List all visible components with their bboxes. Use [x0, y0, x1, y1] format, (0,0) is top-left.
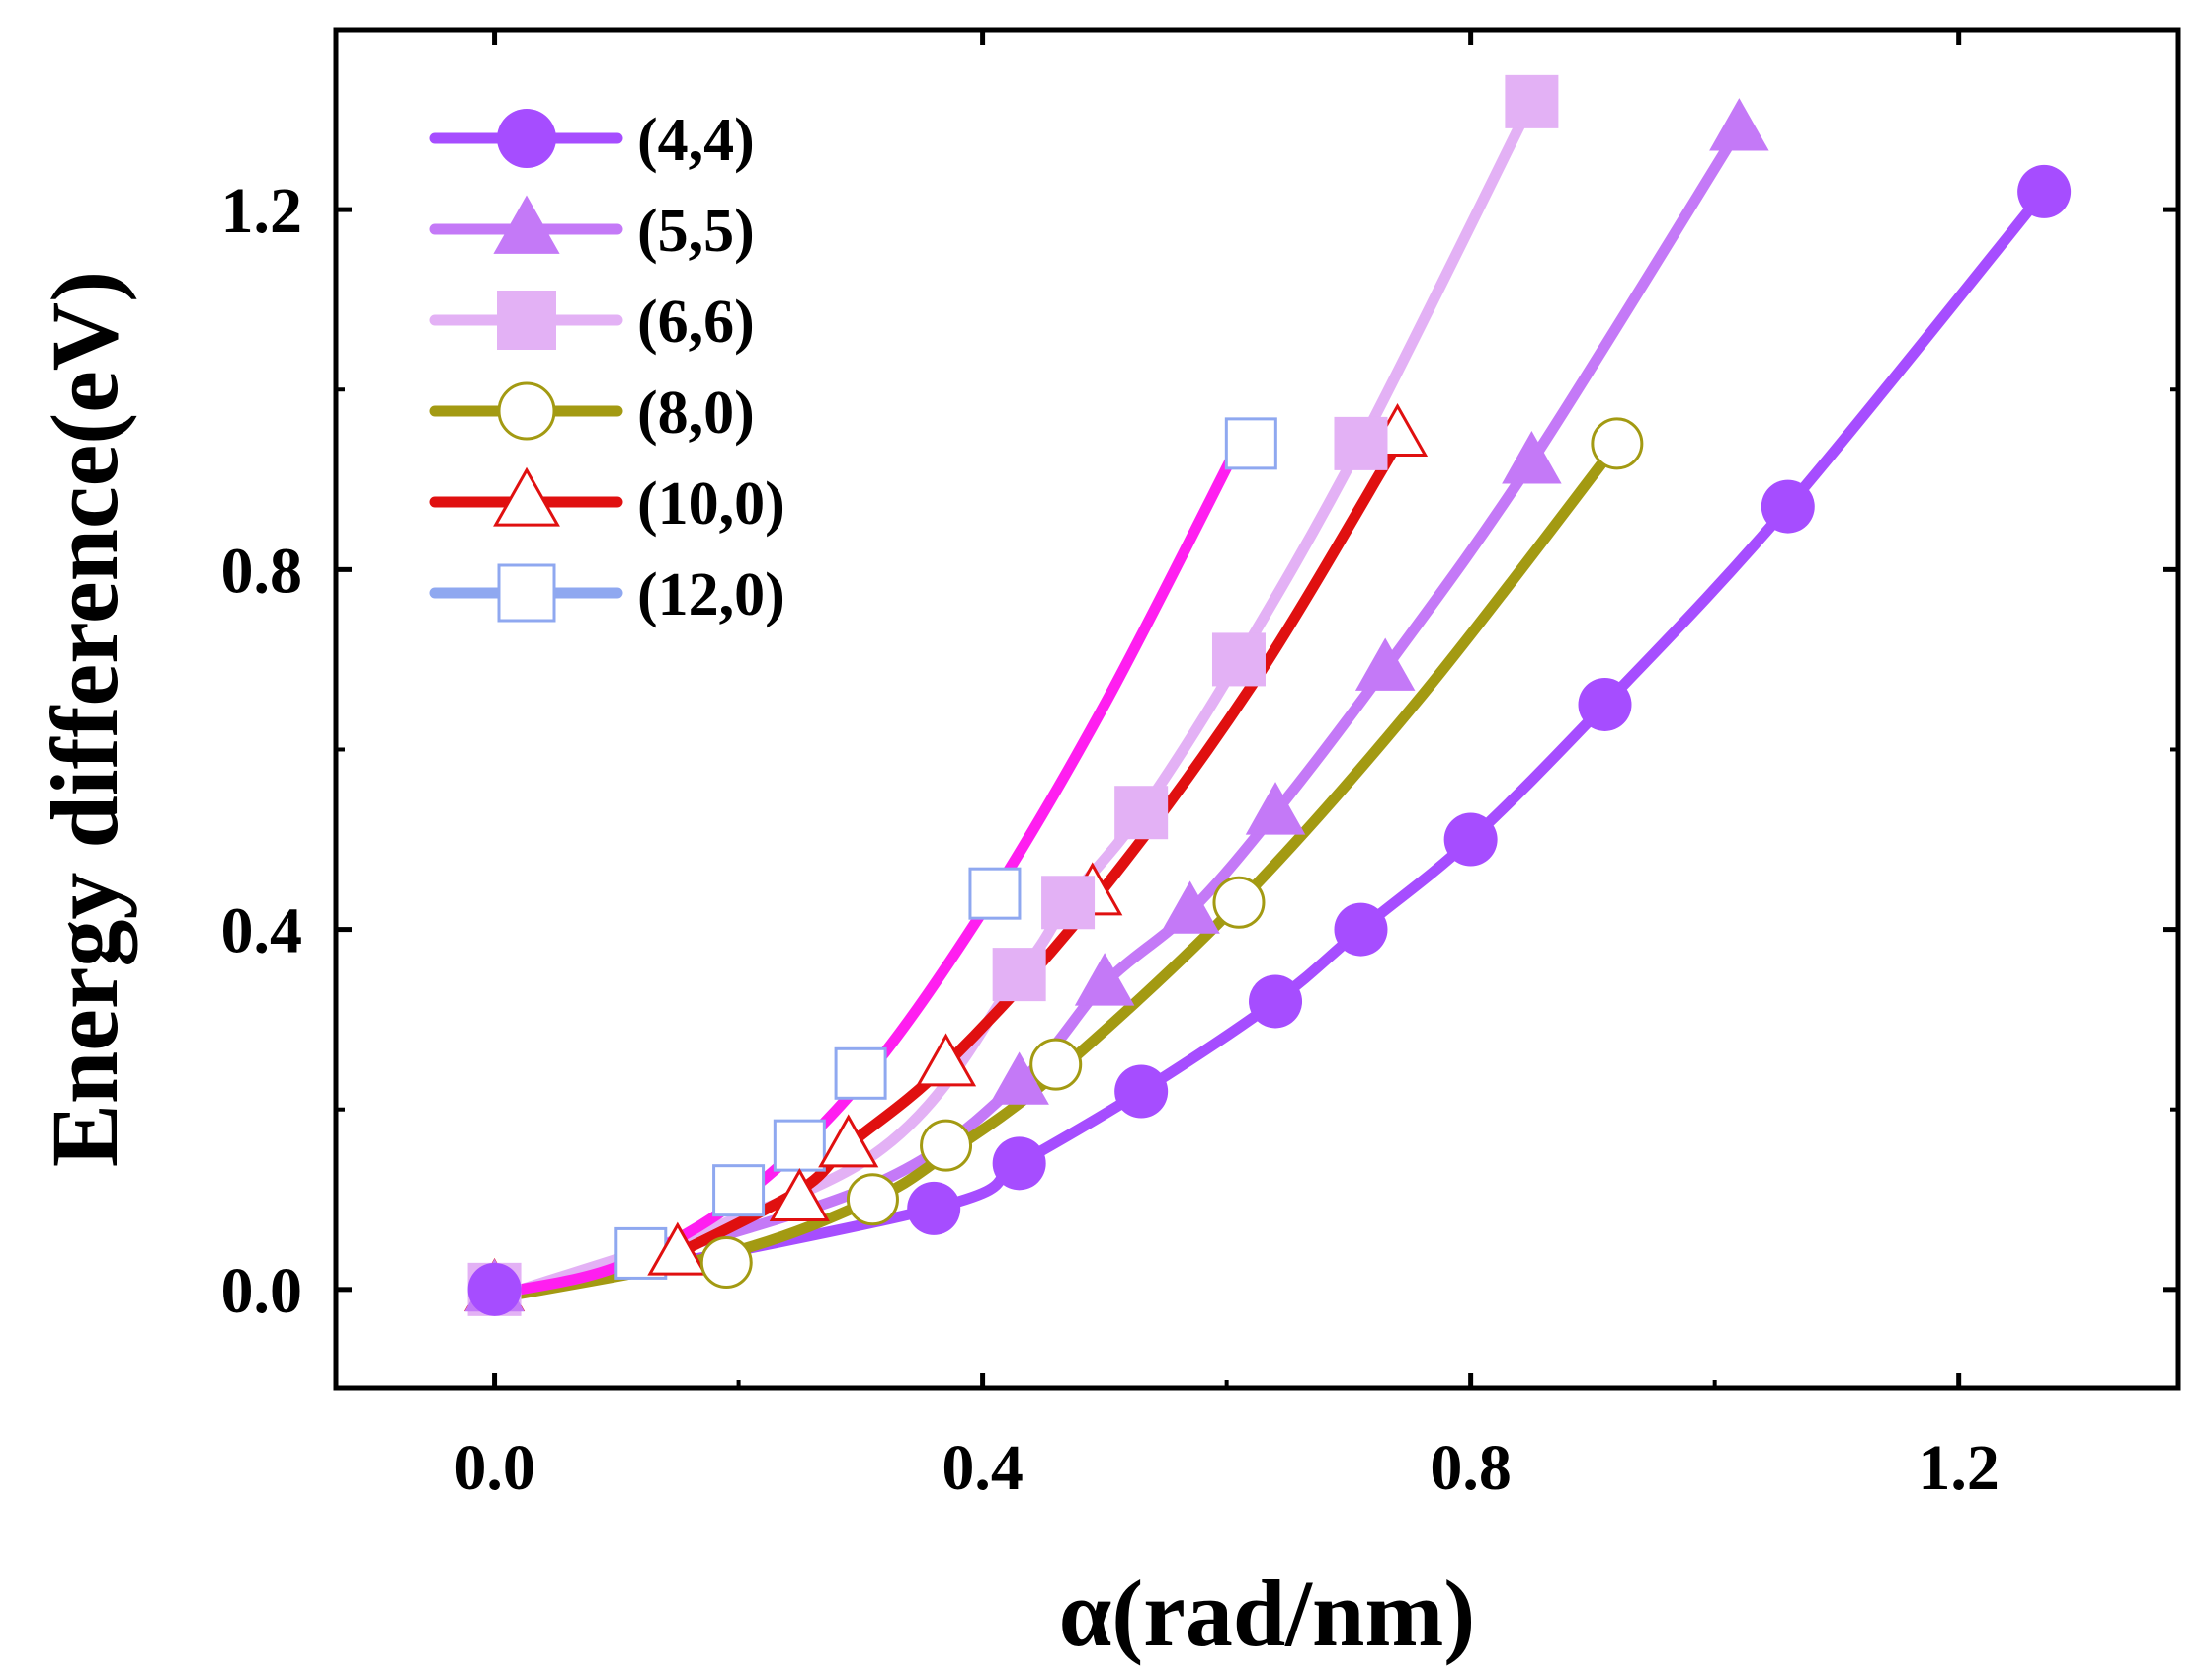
series-0-point-8 [1761, 479, 1815, 534]
series-4-point-1 [647, 1221, 708, 1276]
y-tick-label-2: 0.8 [221, 535, 303, 607]
series-2-point-1 [992, 948, 1046, 1002]
series-0-line [489, 186, 2050, 1304]
series-2-point-3 [1114, 786, 1169, 840]
series-4-point-4 [915, 1033, 977, 1087]
series-1-point-5 [1354, 637, 1416, 691]
series-0-point-7 [1578, 677, 1632, 731]
series-4-point-3 [818, 1114, 879, 1168]
series-3-point-2 [846, 1173, 899, 1226]
series-5-point-5 [968, 867, 1022, 920]
series-3-point-4 [1029, 1038, 1083, 1091]
x-axis-title: α(rad/nm) [1059, 1560, 1476, 1666]
series-0-point-0 [467, 1262, 522, 1316]
series-2-point-5 [1334, 416, 1388, 470]
series-1-point-7 [1709, 98, 1769, 151]
legend: (4,4) (5,5) (6,6) (8,0) (10,0) (12,0) [429, 107, 785, 628]
series-0-point-6 [1443, 812, 1498, 867]
axes: 0.0 0.4 0.8 1.2 0.0 0.4 0.8 1.2 [221, 27, 2181, 1504]
series-2-line [489, 96, 1537, 1304]
series-0-point-2 [992, 1136, 1046, 1191]
series-4-point-2 [769, 1167, 830, 1221]
series-3-point-5 [1212, 876, 1266, 929]
data-markers [463, 74, 2072, 1316]
x-tick-label-3: 1.2 [1918, 1432, 2000, 1504]
legend-marker-4 [493, 466, 560, 527]
legend-marker-2 [497, 291, 556, 350]
legend-marker-3 [497, 381, 556, 441]
series-3-point-3 [920, 1119, 973, 1172]
series-3-point-1 [699, 1236, 753, 1290]
series-3-point-6 [1591, 417, 1644, 470]
legend-marker-0 [497, 109, 556, 168]
series-1-point-1 [989, 1051, 1049, 1105]
fit-lines [489, 96, 2050, 1304]
legend-label-1: (5,5) [637, 198, 755, 265]
series-0-point-4 [1249, 974, 1303, 1029]
series-0-point-5 [1334, 902, 1388, 957]
legend-marker-5 [497, 563, 556, 623]
x-tick-label-0: 0.0 [453, 1432, 535, 1504]
series-0-point-3 [1114, 1064, 1169, 1119]
y-axis-title: Energy difference(eV) [32, 271, 137, 1167]
plot-frame [333, 27, 2181, 1391]
series-5-point-2 [712, 1164, 766, 1217]
legend-label-4: (10,0) [637, 470, 785, 538]
series-1-point-6 [1502, 431, 1562, 484]
series-5-point-6 [1224, 417, 1277, 470]
series-5-point-4 [834, 1046, 887, 1100]
series-1-point-3 [1160, 880, 1220, 934]
series-1-point-2 [1074, 953, 1135, 1006]
legend-label-3: (8,0) [637, 379, 755, 447]
series-2-point-4 [1211, 632, 1266, 687]
x-tick-label-1: 0.4 [942, 1432, 1024, 1504]
series-0-point-9 [2017, 164, 2072, 218]
legend-label-5: (12,0) [637, 561, 785, 628]
y-tick-label-3: 1.2 [221, 175, 303, 247]
legend-label-2: (6,6) [637, 289, 755, 356]
series-0-point-1 [907, 1181, 961, 1235]
series-5-point-3 [773, 1119, 826, 1172]
y-tick-label-0: 0.0 [221, 1255, 303, 1327]
series-2-point-6 [1505, 74, 1559, 128]
x-tick-label-2: 0.8 [1430, 1432, 1512, 1504]
series-2-point-2 [1041, 876, 1096, 930]
legend-marker-1 [493, 195, 560, 254]
legend-label-0: (4,4) [637, 107, 755, 174]
y-tick-label-1: 0.4 [221, 895, 303, 967]
series-1-point-4 [1245, 782, 1306, 835]
